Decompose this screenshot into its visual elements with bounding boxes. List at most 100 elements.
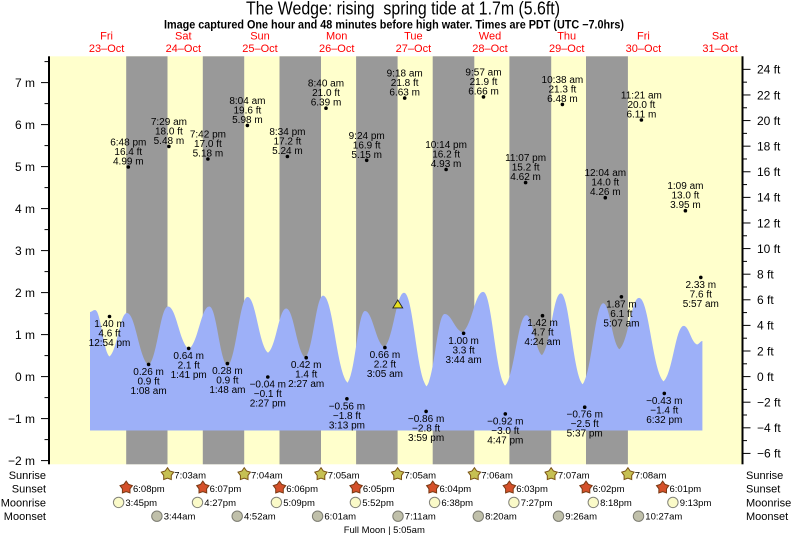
svg-text:14 ft: 14 ft <box>757 191 781 205</box>
svg-text:4.6 ft: 4.6 ft <box>98 329 120 340</box>
svg-text:6:02pm: 6:02pm <box>593 484 625 495</box>
svg-text:30–Oct: 30–Oct <box>626 43 661 55</box>
svg-text:−2 m: −2 m <box>8 454 35 468</box>
svg-text:4 m: 4 m <box>15 202 35 216</box>
svg-text:Full Moon | 5:05am: Full Moon | 5:05am <box>344 525 425 536</box>
svg-text:13.0 ft: 13.0 ft <box>671 191 699 202</box>
svg-text:−1 m: −1 m <box>8 412 35 426</box>
svg-text:−0.1 ft: −0.1 ft <box>254 389 282 400</box>
svg-text:9:24 pm: 9:24 pm <box>349 131 385 142</box>
svg-text:16.2 ft: 16.2 ft <box>432 150 460 161</box>
svg-text:21.9 ft: 21.9 ft <box>470 77 498 88</box>
svg-text:1.40 m: 1.40 m <box>94 319 125 330</box>
svg-text:1:08 am: 1:08 am <box>131 386 167 397</box>
svg-text:31–Oct: 31–Oct <box>702 43 737 55</box>
svg-text:3.3 ft: 3.3 ft <box>452 345 474 356</box>
svg-text:7:06am: 7:06am <box>481 471 513 482</box>
svg-text:3:44am: 3:44am <box>164 512 196 523</box>
svg-text:27–Oct: 27–Oct <box>396 43 431 55</box>
svg-text:−2.8 ft: −2.8 ft <box>412 423 440 434</box>
svg-text:20 ft: 20 ft <box>757 114 781 128</box>
svg-text:−1.4 ft: −1.4 ft <box>650 405 678 416</box>
svg-text:3:59 pm: 3:59 pm <box>408 433 444 444</box>
svg-text:4.26 m: 4.26 m <box>590 187 621 198</box>
svg-text:5:09pm: 5:09pm <box>283 498 315 509</box>
svg-text:9:13pm: 9:13pm <box>680 498 712 509</box>
svg-text:0.64 m: 0.64 m <box>173 351 204 362</box>
svg-text:Tue: Tue <box>404 30 423 42</box>
svg-text:6 ft: 6 ft <box>757 293 774 307</box>
svg-text:16 ft: 16 ft <box>757 165 781 179</box>
svg-text:6:32 pm: 6:32 pm <box>646 415 682 426</box>
svg-text:0 ft: 0 ft <box>757 370 774 384</box>
svg-text:11:21 am: 11:21 am <box>621 91 662 102</box>
svg-text:16.9 ft: 16.9 ft <box>353 140 381 151</box>
svg-text:Wed: Wed <box>479 30 501 42</box>
svg-text:7 m: 7 m <box>15 76 35 90</box>
svg-text:6.63 m: 6.63 m <box>389 88 420 99</box>
svg-text:24–Oct: 24–Oct <box>166 43 201 55</box>
svg-text:Fri: Fri <box>637 30 650 42</box>
svg-text:5.48 m: 5.48 m <box>154 136 185 147</box>
svg-text:Sunset: Sunset <box>746 484 780 496</box>
svg-text:12:04 am: 12:04 am <box>584 168 626 179</box>
svg-text:5.24 m: 5.24 m <box>272 146 303 157</box>
svg-text:9:26am: 9:26am <box>565 512 597 523</box>
svg-text:6:05pm: 6:05pm <box>363 484 395 495</box>
svg-text:2.2 ft: 2.2 ft <box>374 360 396 371</box>
svg-text:23–Oct: 23–Oct <box>89 43 124 55</box>
svg-text:Moonset: Moonset <box>4 511 46 523</box>
svg-text:7:08am: 7:08am <box>635 471 667 482</box>
svg-text:−2.5 ft: −2.5 ft <box>571 419 599 430</box>
svg-text:29–Oct: 29–Oct <box>549 43 584 55</box>
svg-text:4.62 m: 4.62 m <box>510 172 541 183</box>
svg-text:17.2 ft: 17.2 ft <box>273 137 301 148</box>
svg-text:Moonset: Moonset <box>746 511 788 523</box>
svg-text:3:05 am: 3:05 am <box>367 369 403 380</box>
svg-text:22 ft: 22 ft <box>757 88 781 102</box>
svg-text:7.6 ft: 7.6 ft <box>690 289 712 300</box>
svg-text:5.15 m: 5.15 m <box>351 150 382 161</box>
svg-text:−0.43 m: −0.43 m <box>646 396 682 407</box>
svg-text:6:06pm: 6:06pm <box>286 484 318 495</box>
svg-text:−4 ft: −4 ft <box>757 421 781 435</box>
svg-text:6:03pm: 6:03pm <box>516 484 548 495</box>
svg-text:1:41 pm: 1:41 pm <box>171 370 207 381</box>
svg-text:−0.04 m: −0.04 m <box>250 380 286 391</box>
svg-text:21.8 ft: 21.8 ft <box>391 78 419 89</box>
svg-text:5:37 pm: 5:37 pm <box>567 429 603 440</box>
svg-text:1.42 m: 1.42 m <box>527 318 558 329</box>
svg-text:Sun: Sun <box>250 30 270 42</box>
svg-text:24 ft: 24 ft <box>757 63 781 77</box>
svg-text:2.33 m: 2.33 m <box>686 280 717 291</box>
svg-text:4.99 m: 4.99 m <box>113 157 144 168</box>
svg-text:21.0 ft: 21.0 ft <box>312 88 340 99</box>
svg-text:−0.76 m: −0.76 m <box>566 410 602 421</box>
svg-text:6.48 m: 6.48 m <box>547 94 578 105</box>
svg-text:1.00 m: 1.00 m <box>448 336 479 347</box>
svg-text:2.1 ft: 2.1 ft <box>178 360 200 371</box>
svg-text:7:05am: 7:05am <box>328 471 360 482</box>
svg-text:6:07pm: 6:07pm <box>210 484 242 495</box>
svg-text:5:07 am: 5:07 am <box>603 318 639 329</box>
svg-text:14.0 ft: 14.0 ft <box>591 178 619 189</box>
svg-text:7:03am: 7:03am <box>174 471 206 482</box>
svg-text:2:27 pm: 2:27 pm <box>250 399 286 410</box>
svg-text:Sunrise: Sunrise <box>9 470 46 482</box>
svg-text:3:13 pm: 3:13 pm <box>329 420 365 431</box>
svg-text:6:38pm: 6:38pm <box>441 498 473 509</box>
svg-text:Sunset: Sunset <box>12 484 46 496</box>
svg-text:6 m: 6 m <box>15 118 35 132</box>
svg-text:18.0 ft: 18.0 ft <box>155 126 183 137</box>
svg-text:The Wedge: rising spring tide: The Wedge: rising spring tide at 1.7m (5… <box>246 0 560 19</box>
svg-text:4:47 pm: 4:47 pm <box>487 435 523 446</box>
svg-text:Moonrise: Moonrise <box>1 497 46 509</box>
svg-text:7:29 am: 7:29 am <box>151 117 187 128</box>
svg-text:6:48 pm: 6:48 pm <box>110 138 146 149</box>
svg-text:10:27am: 10:27am <box>645 512 682 523</box>
svg-text:Moonrise: Moonrise <box>746 497 791 509</box>
svg-text:−3.0 ft: −3.0 ft <box>491 426 519 437</box>
svg-text:1:09 am: 1:09 am <box>667 181 703 192</box>
svg-text:6:08pm: 6:08pm <box>133 484 165 495</box>
svg-text:16.4 ft: 16.4 ft <box>114 147 142 158</box>
